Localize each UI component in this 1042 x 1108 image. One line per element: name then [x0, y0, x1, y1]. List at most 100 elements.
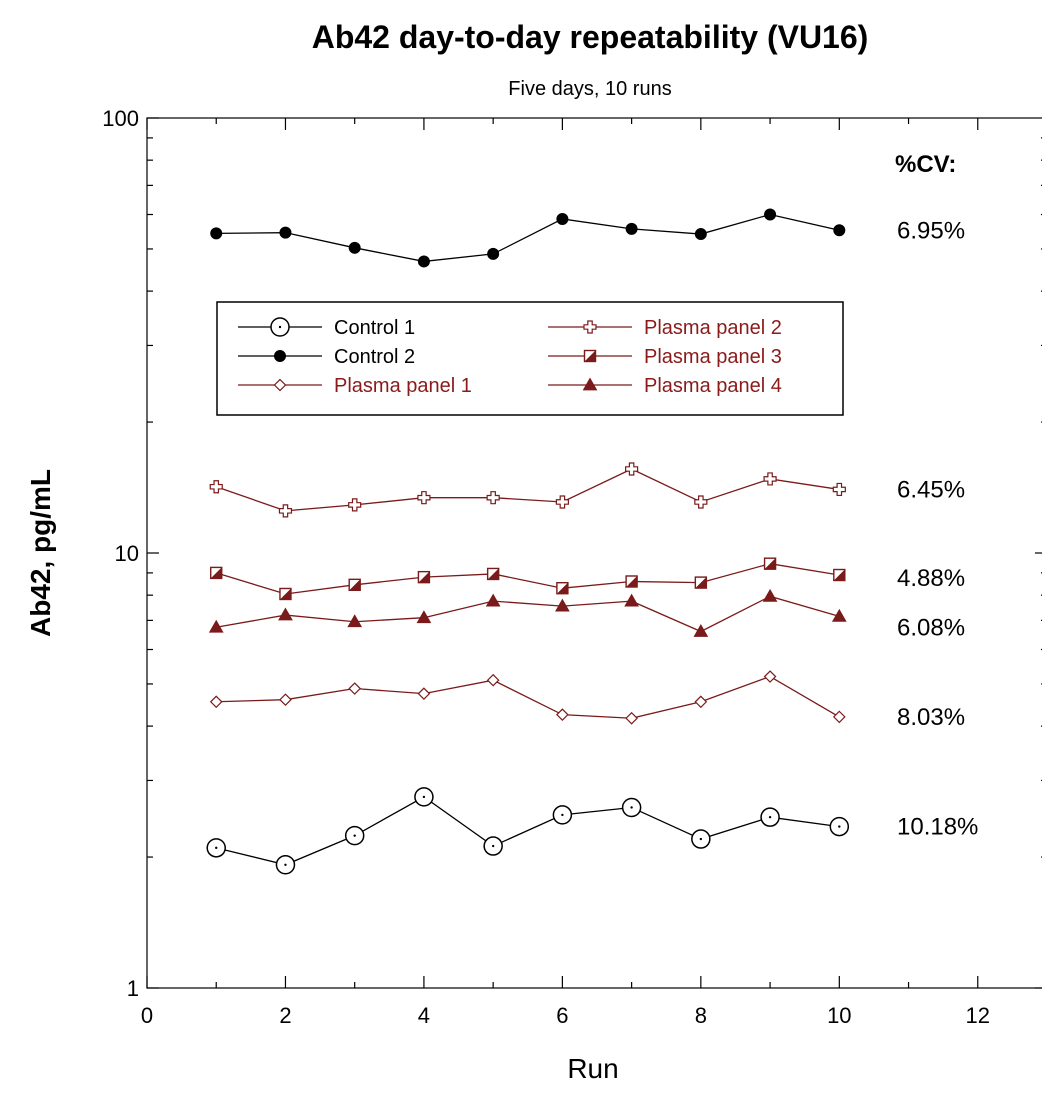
series-line [216, 468, 840, 512]
data-point-fill [833, 569, 845, 581]
data-point-center [422, 795, 426, 799]
legend-item: Plasma panel 2 [548, 317, 782, 339]
x-tick-label: 12 [966, 1003, 990, 1028]
legend-item: Control 1 [238, 317, 415, 339]
cv-labels: %CV: 10.18% 6.95% 8.03% 6.45% 4.88% 6.08% [895, 151, 978, 841]
data-point [209, 695, 223, 709]
data-point-center [353, 834, 356, 837]
data-point-center [561, 813, 564, 817]
data-point [556, 212, 569, 225]
data-point-fill [695, 577, 707, 589]
data-point-fill [584, 350, 596, 362]
y-axis-label: Ab42, pg/mL [25, 469, 56, 637]
legend: Control 1 Control 2 Plasma panel 1 Plasma p… [216, 301, 844, 416]
data-point [417, 491, 431, 505]
y-tick-label: 100 [102, 106, 139, 131]
data-point [582, 377, 598, 391]
data-point [762, 588, 778, 602]
data-point [625, 222, 638, 235]
x-tick-label: 8 [695, 1003, 707, 1028]
series-plasma-panel-2 [209, 462, 846, 518]
axes: 0 2 4 6 8 10 12 1 10 100 [102, 106, 1042, 1028]
data-point-fill [556, 582, 568, 594]
cv-label: 8.03% [897, 704, 965, 731]
data-point [278, 607, 293, 621]
data-point [694, 695, 708, 709]
data-point-fill [487, 568, 499, 580]
series-line [216, 796, 840, 866]
data-point-fill [279, 588, 291, 600]
data-point [278, 504, 293, 518]
x-axis-label: Run [567, 1053, 618, 1084]
data-point [417, 255, 430, 268]
data-point [417, 687, 431, 700]
data-point-center [278, 325, 282, 329]
legend-item: Control 2 [238, 346, 415, 368]
data-point [763, 670, 777, 683]
data-point [485, 593, 501, 607]
cv-label: 4.88% [897, 565, 965, 592]
data-point [556, 708, 569, 721]
cv-label: 10.18% [897, 814, 978, 841]
legend-item: Plasma panel 3 [548, 346, 782, 368]
data-point [694, 228, 707, 241]
data-point-fill [210, 567, 222, 579]
series-plasma-panel-1 [209, 670, 846, 725]
data-point [208, 619, 224, 633]
data-point-fill [418, 571, 430, 583]
series-control-2 [210, 208, 846, 268]
data-point [555, 495, 569, 509]
chart-title: Ab42 day-to-day repeatability (VU16) [312, 19, 869, 55]
data-point [487, 247, 500, 260]
x-tick-label: 6 [556, 1003, 568, 1028]
data-point [625, 462, 639, 476]
data-point-center [838, 825, 841, 828]
series-control-1 [206, 787, 850, 875]
series-layer [206, 208, 850, 875]
series-plasma-panel-4 [208, 588, 847, 637]
x-tick-label: 2 [279, 1003, 291, 1028]
data-point [273, 378, 287, 392]
data-point [831, 608, 847, 622]
data-point-fill [764, 558, 776, 570]
data-point [416, 610, 432, 624]
x-tick-label: 4 [418, 1003, 430, 1028]
data-point [832, 482, 846, 497]
data-point [486, 673, 500, 687]
cv-header: %CV: [895, 151, 956, 178]
legend-item: Plasma panel 1 [238, 375, 472, 397]
data-point [763, 472, 777, 486]
cv-label: 6.95% [897, 217, 965, 244]
data-point-center [491, 844, 495, 848]
data-point [625, 711, 638, 725]
data-point-center [630, 806, 633, 809]
data-point-center [284, 863, 287, 866]
data-point [348, 498, 362, 512]
series-line [216, 213, 840, 263]
data-point [833, 224, 846, 237]
legend-label: Plasma panel 4 [644, 375, 782, 397]
data-point [209, 480, 223, 494]
cv-label: 6.08% [897, 614, 965, 641]
series-line [216, 563, 840, 595]
data-point-center [215, 846, 218, 850]
data-point [274, 350, 286, 362]
series-plasma-panel-3 [210, 557, 846, 601]
series-line [216, 595, 840, 633]
data-point [555, 598, 570, 612]
y-tick-label: 10 [115, 541, 139, 566]
x-tick-label: 0 [141, 1003, 153, 1028]
legend-item: Plasma panel 4 [548, 375, 782, 397]
legend-box [216, 301, 844, 416]
cv-label: 6.45% [897, 476, 965, 503]
x-tick-label: 10 [827, 1003, 851, 1028]
y-tick-label: 1 [127, 976, 139, 1001]
legend-label: Control 1 [334, 317, 415, 339]
data-point-fill [349, 579, 361, 591]
legend-label: Control 2 [334, 346, 415, 368]
data-point [832, 710, 846, 724]
data-point [279, 693, 292, 707]
data-point [210, 227, 223, 240]
data-point [347, 614, 363, 628]
